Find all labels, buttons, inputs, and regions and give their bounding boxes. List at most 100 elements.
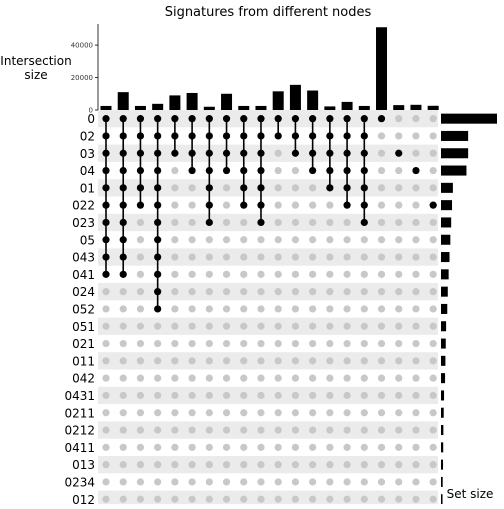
matrix-dot-active <box>171 115 179 123</box>
matrix-dot-inactive <box>171 409 179 417</box>
matrix-dot-inactive <box>412 236 420 244</box>
matrix-dot-inactive <box>360 322 368 330</box>
matrix-dot-inactive <box>240 253 248 261</box>
matrix-dot-inactive <box>343 461 351 469</box>
matrix-dot-inactive <box>395 270 403 278</box>
matrix-dot-inactive <box>360 409 368 417</box>
matrix-dot-active <box>240 132 248 140</box>
matrix-dot-active <box>360 184 368 192</box>
matrix-dot-active <box>119 201 127 209</box>
matrix-dot-active <box>119 270 127 278</box>
set-label: 051 <box>72 320 95 334</box>
matrix-dot-inactive <box>274 461 282 469</box>
matrix-dot-inactive <box>395 236 403 244</box>
matrix-dot-inactive <box>257 339 265 348</box>
matrix-dot-inactive <box>257 391 265 400</box>
row-stripe <box>98 283 438 301</box>
matrix-dot-active <box>257 132 265 140</box>
matrix-dot-inactive <box>429 374 437 382</box>
matrix-dot-inactive <box>222 409 231 417</box>
matrix-dot-inactive <box>154 357 162 365</box>
matrix-dot-inactive <box>274 236 282 244</box>
intersection-bar <box>117 92 129 110</box>
matrix-dot-inactive <box>274 322 282 330</box>
matrix-dot-inactive <box>274 270 282 278</box>
matrix-dot-inactive <box>309 443 317 451</box>
matrix-dot-inactive <box>326 478 334 486</box>
matrix-dot-inactive <box>291 305 300 313</box>
matrix-dot-inactive <box>309 236 317 244</box>
matrix-dot-inactive <box>222 443 231 451</box>
matrix-dot-inactive <box>119 357 127 365</box>
matrix-dot-inactive <box>257 270 265 278</box>
matrix-dot-inactive <box>274 201 282 209</box>
matrix-dot-inactive <box>309 461 317 469</box>
set-label: 0212 <box>64 424 95 438</box>
intersection-bar <box>272 91 284 110</box>
set-label: 01 <box>80 181 95 195</box>
matrix-dot-inactive <box>343 253 351 261</box>
matrix-dot-inactive <box>343 426 351 434</box>
matrix-dot-inactive <box>395 478 403 486</box>
matrix-dot-inactive <box>395 253 403 261</box>
matrix-dot-active <box>102 236 110 244</box>
matrix-dot-inactive <box>291 253 300 261</box>
matrix-dot-inactive <box>274 184 282 192</box>
set-size-bar <box>441 182 453 193</box>
matrix-dot-inactive <box>395 391 403 400</box>
matrix-dot-inactive <box>274 409 282 417</box>
matrix-dot-inactive <box>291 409 300 417</box>
matrix-dot-inactive <box>412 322 420 330</box>
matrix-dot-active <box>343 166 351 175</box>
matrix-dot-inactive <box>360 495 368 503</box>
matrix-dot-active <box>102 149 110 157</box>
matrix-dot-inactive <box>188 201 196 209</box>
matrix-dot-inactive <box>412 132 420 140</box>
matrix-dot-inactive <box>274 218 282 227</box>
set-label: 05 <box>80 233 95 247</box>
matrix-dot-active <box>291 115 300 123</box>
matrix-dot-inactive <box>309 253 317 261</box>
matrix-dot-inactive <box>188 253 196 261</box>
matrix-dot-inactive <box>377 374 386 382</box>
matrix-dot-active <box>154 115 162 123</box>
matrix-dot-inactive <box>360 305 368 313</box>
matrix-dot-inactive <box>395 218 403 227</box>
matrix-dot-inactive <box>119 409 127 417</box>
matrix-dot-inactive <box>257 461 265 469</box>
matrix-dot-inactive <box>154 461 162 469</box>
set-label: 0 <box>87 112 95 126</box>
matrix-dot-inactive <box>395 339 403 348</box>
matrix-dot-inactive <box>102 374 110 382</box>
matrix-dot-inactive <box>395 288 403 296</box>
matrix-dot-inactive <box>377 218 386 227</box>
matrix-dot-inactive <box>257 426 265 434</box>
matrix-dot-inactive <box>412 495 420 503</box>
matrix-dot-inactive <box>429 478 437 486</box>
matrix-dot-inactive <box>326 253 334 261</box>
matrix-dot-inactive <box>326 305 334 313</box>
matrix-dot-inactive <box>257 288 265 296</box>
matrix-dot-inactive <box>309 357 317 365</box>
matrix-dot-inactive <box>360 339 368 348</box>
set-label: 022 <box>72 199 95 213</box>
matrix-dot-active <box>188 132 196 140</box>
matrix-dot-inactive <box>274 495 282 503</box>
intersection-bar <box>341 101 353 110</box>
matrix-dot-inactive <box>412 478 420 486</box>
matrix-dot-active <box>188 166 196 175</box>
matrix-dot-inactive <box>274 374 282 382</box>
matrix-dot-active <box>309 132 317 140</box>
matrix-dot-inactive <box>222 426 231 434</box>
set-label: 0211 <box>64 406 95 420</box>
set-label: 012 <box>72 493 95 504</box>
matrix-dot-inactive <box>412 374 420 382</box>
matrix-dot-inactive <box>240 443 248 451</box>
matrix-dot-active <box>222 149 231 157</box>
matrix-dot-inactive <box>188 409 196 417</box>
matrix-dot-inactive <box>188 288 196 296</box>
matrix-dot-inactive <box>412 443 420 451</box>
matrix-dot-inactive <box>395 132 403 140</box>
matrix-dot-inactive <box>326 495 334 503</box>
matrix-dot-inactive <box>429 322 437 330</box>
